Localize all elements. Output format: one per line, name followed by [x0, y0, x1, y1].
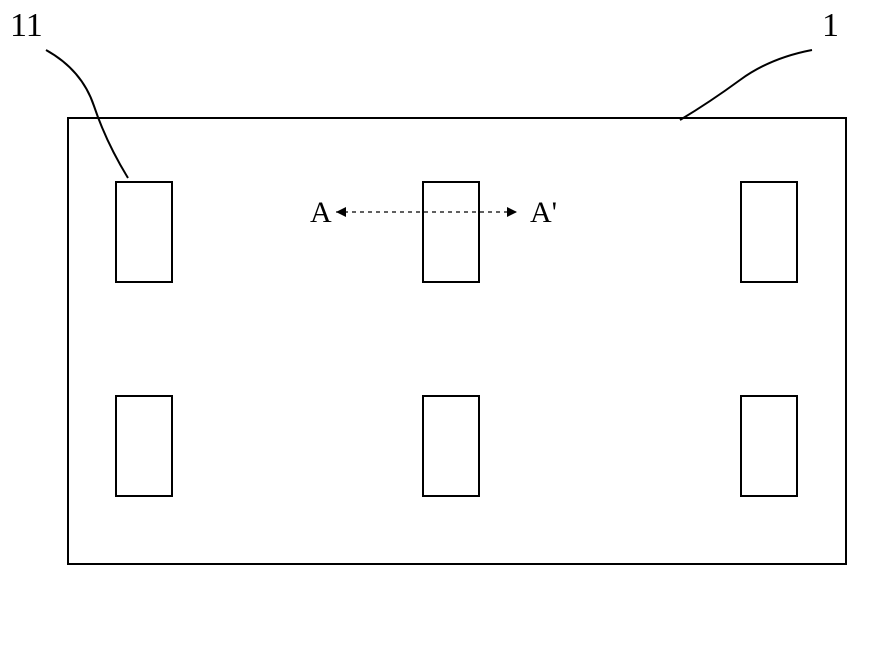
diagram-canvas: 111AA' [0, 0, 896, 663]
outer-rect [68, 118, 846, 564]
small-rect-0 [116, 182, 172, 282]
small-rect-3 [116, 396, 172, 496]
callout-label-0: 11 [10, 7, 43, 44]
callout-leader-0 [46, 50, 128, 178]
section-arrowhead-right [507, 207, 517, 217]
callout-label-1: 1 [822, 7, 839, 44]
small-rect-4 [423, 396, 479, 496]
callout-leader-1 [680, 50, 812, 120]
section-label-a: A [310, 196, 332, 229]
section-arrowhead-left [336, 207, 346, 217]
section-label-a-prime: A' [530, 196, 557, 229]
small-rect-5 [741, 396, 797, 496]
small-rect-1 [423, 182, 479, 282]
small-rect-2 [741, 182, 797, 282]
